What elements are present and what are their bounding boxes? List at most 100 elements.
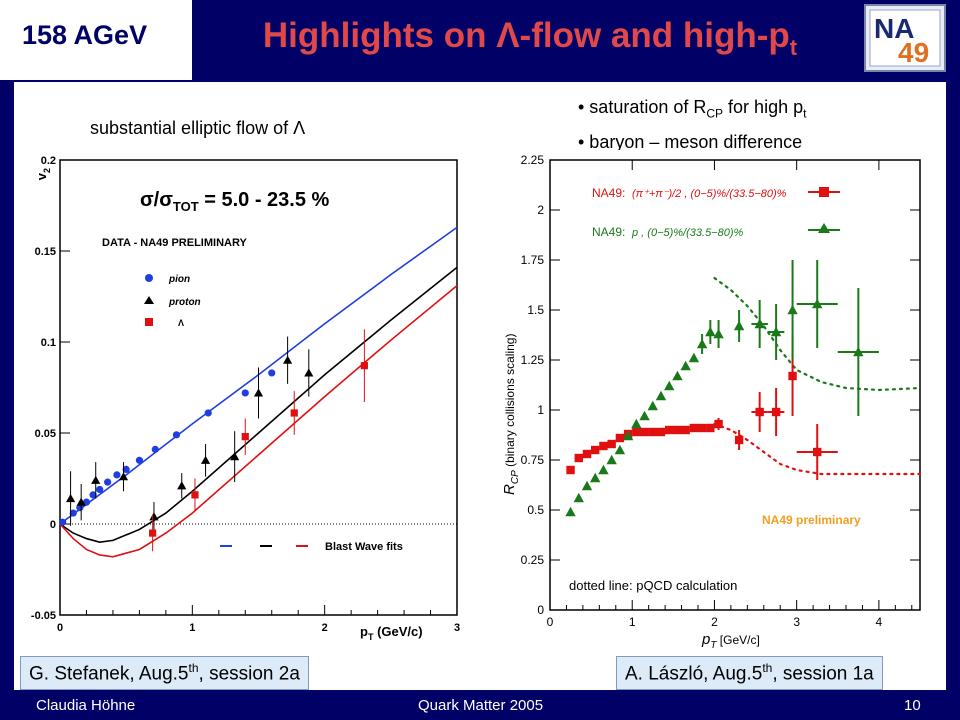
rcp-point	[680, 360, 691, 371]
v2-xlabel: pT (GeV/c)	[360, 624, 423, 642]
rcp-point	[598, 464, 609, 475]
v2-point	[104, 478, 112, 486]
v2-point	[65, 493, 76, 503]
rcp-ytick-label: 1	[537, 403, 544, 417]
ref-left-pre: G. Stefanek, Aug.5	[29, 663, 189, 685]
legend-meson-formula: (π⁺+π⁻)/2 , (0−5)%/(33.5−80)%	[632, 188, 787, 200]
rcp-point	[622, 430, 634, 441]
rcp-axes: 0 1 2 3 4 0 0.25 0.5 0.75 1 1.25 1.5 1.75 2 2.25	[521, 153, 920, 629]
legend-pion-label: pion	[168, 274, 190, 285]
ref-right: A. László, Aug.5th, session 1a	[616, 656, 883, 691]
v2-point	[69, 509, 77, 517]
footer-bar	[0, 690, 960, 720]
rcp-point	[734, 435, 744, 445]
v2-point	[149, 512, 159, 521]
v2-ytick-label: 0.1	[41, 337, 56, 349]
na49-logo: NA 49	[864, 4, 946, 72]
energy-label: 158 AGeV	[22, 20, 148, 50]
v2-fit-legend: Blast Wave fits	[220, 541, 403, 553]
rcp-point	[590, 472, 601, 483]
v2-point	[91, 475, 101, 484]
bullet-1-sub: CP	[706, 106, 724, 121]
rcp-ytick-label: 1.5	[527, 303, 544, 317]
v2-ytick-label: 0	[50, 519, 56, 531]
rcp-point	[599, 441, 608, 451]
legend-baryon-formula: p , (0−5)%/(33.5−80)%	[631, 227, 744, 239]
rcp-point	[812, 298, 823, 309]
v2-point	[118, 472, 129, 481]
rcp-point	[565, 506, 576, 517]
rcp-point	[640, 427, 649, 437]
rcp-point	[591, 445, 600, 455]
rcp-point	[714, 419, 723, 429]
v2-point	[200, 455, 211, 464]
v2-point	[135, 456, 143, 464]
rcp-point	[656, 427, 666, 437]
energy-box: 158 AGeV	[0, 0, 192, 80]
rcp-ytick-label: 0.25	[521, 553, 545, 567]
rcp-plot-frame	[549, 159, 921, 611]
bullet-baryon-meson: • baryon – meson difference	[578, 132, 803, 152]
rcp-xtick-label: 1	[629, 615, 636, 629]
rcp-legend: NA49: (π⁺+π⁻)/2 , (0−5)%/(33.5−80)% NA49…	[592, 186, 840, 239]
rcp-point	[655, 390, 667, 401]
rcp-ytick-label: 0.75	[521, 453, 545, 467]
rcp-point	[582, 449, 592, 459]
footer-conference: Quark Matter 2005	[418, 697, 544, 714]
rcp-xtick-label: 2	[711, 615, 718, 629]
rcp-point	[688, 352, 700, 363]
v2-point	[241, 433, 249, 441]
title-subscript: t	[789, 35, 798, 60]
v2-point	[151, 445, 159, 453]
v2-legend: pion proton Λ	[144, 274, 201, 328]
legend-lambda-label: Λ	[178, 318, 184, 328]
v2-point	[253, 388, 264, 397]
rcp-point	[787, 304, 798, 315]
rcp-ytick-label: 0.5	[527, 503, 544, 517]
rcp-plot: 0 1 2 3 4 0 0.25 0.5 0.75 1 1.25 1.5 1.75 2 2.25 NA49:…	[480, 150, 940, 650]
rcp-xtick-label: 3	[793, 615, 800, 629]
ref-right-post: , session 1a	[772, 663, 874, 685]
bullet-1-text2: for high p	[723, 97, 804, 117]
na49-preliminary-label: NA49 preliminary	[762, 513, 861, 527]
rcp-point	[647, 400, 658, 411]
rcp-point	[853, 346, 864, 357]
legend-proton-label: proton	[168, 297, 201, 308]
logo-text-top: NA	[874, 13, 914, 44]
bullet-saturation: • saturation of RCP for high pt	[578, 97, 806, 121]
calc-label: dotted line: pQCD calculation	[569, 578, 737, 593]
footer-page: 10	[904, 697, 921, 714]
rcp-point	[574, 453, 583, 463]
v2-point	[177, 481, 187, 490]
ref-left-post: , session 2a	[198, 663, 300, 685]
bullet-1-sub2: t	[803, 106, 807, 121]
rcp-xtick-label: 0	[547, 615, 554, 629]
title-main: Highlights on Λ-flow and high-p	[262, 16, 790, 55]
ref-right-pre: A. László, Aug.5	[625, 663, 763, 685]
v2-point	[290, 409, 298, 417]
left-caption: substantial elliptic flow of Λ	[90, 118, 306, 138]
rcp-ytick-label: 0	[537, 603, 544, 617]
rcp-point	[754, 318, 765, 329]
rcp-point	[639, 410, 650, 421]
v2-point	[360, 362, 368, 370]
rcp-point	[632, 427, 641, 437]
rcp-point	[681, 425, 690, 435]
rcp-point	[648, 427, 657, 437]
rcp-point	[606, 454, 617, 465]
rcp-point	[581, 480, 593, 491]
legend-pion-marker	[145, 274, 153, 282]
rcp-point	[771, 407, 781, 417]
left-frame	[0, 0, 14, 720]
v2-point	[268, 369, 276, 377]
rcp-point	[733, 320, 745, 331]
bullet-1-text: • saturation of R	[578, 97, 707, 117]
legend-proton-marker	[144, 296, 154, 304]
rcp-point	[615, 433, 625, 443]
rcp-point	[706, 423, 715, 433]
v2-point	[191, 491, 199, 499]
rcp-point	[631, 418, 642, 429]
v2-xtick-label: 0	[57, 622, 63, 634]
rcp-point	[573, 492, 584, 503]
